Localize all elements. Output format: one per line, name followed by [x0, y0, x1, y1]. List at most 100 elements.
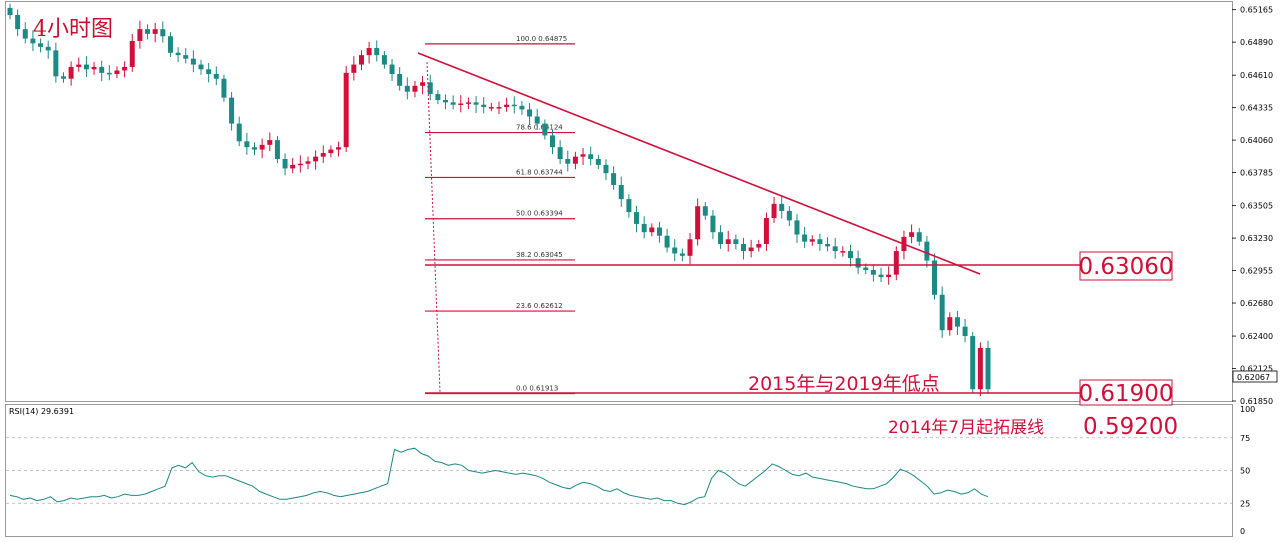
candle	[634, 205, 640, 233]
candle	[733, 234, 739, 250]
fib-level-label: 61.8 0.63744	[516, 168, 563, 176]
price-tick-label: 0.64610	[1240, 71, 1273, 80]
candle	[962, 318, 968, 343]
candle	[527, 103, 533, 125]
candle	[274, 135, 280, 164]
current-price-marker	[1232, 370, 1278, 383]
candle	[252, 142, 257, 156]
candle	[374, 40, 380, 62]
candle	[794, 214, 800, 243]
candle	[786, 206, 792, 226]
candle	[99, 60, 105, 82]
candle	[954, 310, 960, 336]
price-box-upper-label: 0.63060	[1078, 254, 1173, 280]
rsi-tick-label: 25	[1240, 499, 1250, 508]
candle	[549, 129, 555, 155]
candle	[53, 42, 59, 83]
candle	[7, 3, 13, 20]
candle	[443, 94, 449, 110]
candle	[313, 150, 319, 170]
candle	[152, 22, 158, 43]
price-tick-label: 0.63505	[1240, 202, 1273, 211]
candle	[916, 228, 922, 246]
candle	[870, 264, 876, 282]
low-annotation: 2015年与2019年低点	[748, 373, 940, 395]
candle	[847, 244, 853, 267]
candle	[985, 340, 991, 395]
candle	[175, 47, 181, 63]
price-tick-label: 0.62955	[1240, 267, 1273, 276]
candle	[236, 116, 242, 147]
candle	[206, 63, 212, 83]
candle	[22, 22, 28, 44]
candle	[886, 266, 892, 285]
candle	[389, 59, 395, 81]
main-panel	[5, 1, 1233, 402]
candle	[320, 145, 326, 163]
price-tick-label: 0.63230	[1240, 234, 1273, 243]
price-tick-label: 0.65165	[1240, 6, 1273, 15]
candle	[83, 56, 89, 77]
trend-annotation: 2014年7月起拓展线	[888, 418, 1044, 438]
candle	[511, 96, 517, 114]
candle	[656, 221, 662, 243]
candle	[420, 76, 426, 95]
fibonacci-retracement: 100.0 0.64875 78.6 0.64124 61.8 0.63744 50.…	[425, 35, 575, 395]
trendline	[417, 52, 981, 275]
current-price-label: 0.62067	[1237, 373, 1270, 382]
price-tick-label: 0.64890	[1240, 38, 1273, 47]
candle	[328, 145, 334, 158]
candle	[725, 230, 731, 252]
candle	[718, 225, 724, 249]
candle	[542, 119, 548, 140]
rsi-tick-label: 75	[1240, 434, 1250, 443]
candle	[267, 132, 273, 152]
candle	[30, 30, 36, 51]
candle	[358, 50, 364, 71]
fib-level-label: 50.0 0.63394	[516, 210, 563, 218]
fib-level-label: 78.6 0.64124	[516, 124, 563, 132]
candle	[305, 156, 311, 170]
candle	[297, 155, 303, 173]
candle	[183, 48, 189, 64]
candle	[618, 176, 624, 207]
price-tick-label: 0.63785	[1240, 169, 1273, 178]
fib-connector	[426, 61, 441, 393]
candle	[38, 38, 44, 53]
candle	[809, 235, 815, 246]
candle	[710, 210, 716, 240]
fib-level-label: 23.6 0.62612	[516, 302, 563, 310]
candle	[702, 202, 708, 220]
candle	[939, 286, 945, 338]
candle	[748, 239, 754, 258]
candle	[106, 65, 112, 81]
candle	[221, 74, 227, 102]
candle	[129, 33, 135, 72]
candle	[68, 61, 74, 86]
candle	[825, 237, 831, 252]
price-axis: 0.65165 0.64890 0.64610 0.64335 0.64060 0.637…	[1232, 6, 1273, 406]
candle	[802, 226, 808, 248]
candle	[122, 61, 128, 78]
candle	[565, 150, 571, 172]
candle	[160, 21, 166, 43]
candle	[603, 159, 609, 181]
candle	[572, 151, 578, 170]
candle	[611, 166, 617, 190]
price-tick-label: 0.64335	[1240, 104, 1273, 113]
candle	[114, 66, 120, 79]
chart-title: 4小时图	[33, 17, 113, 42]
candle	[404, 77, 410, 100]
candle	[458, 95, 464, 113]
candle	[840, 246, 846, 257]
rsi-line	[9, 447, 989, 506]
candle	[366, 41, 372, 64]
candle	[855, 250, 861, 274]
candle	[473, 96, 479, 114]
candle	[343, 65, 349, 153]
candle	[244, 132, 250, 155]
price-tick-label: 0.64060	[1240, 136, 1273, 145]
rsi-series	[9, 447, 989, 506]
candle	[878, 267, 884, 282]
